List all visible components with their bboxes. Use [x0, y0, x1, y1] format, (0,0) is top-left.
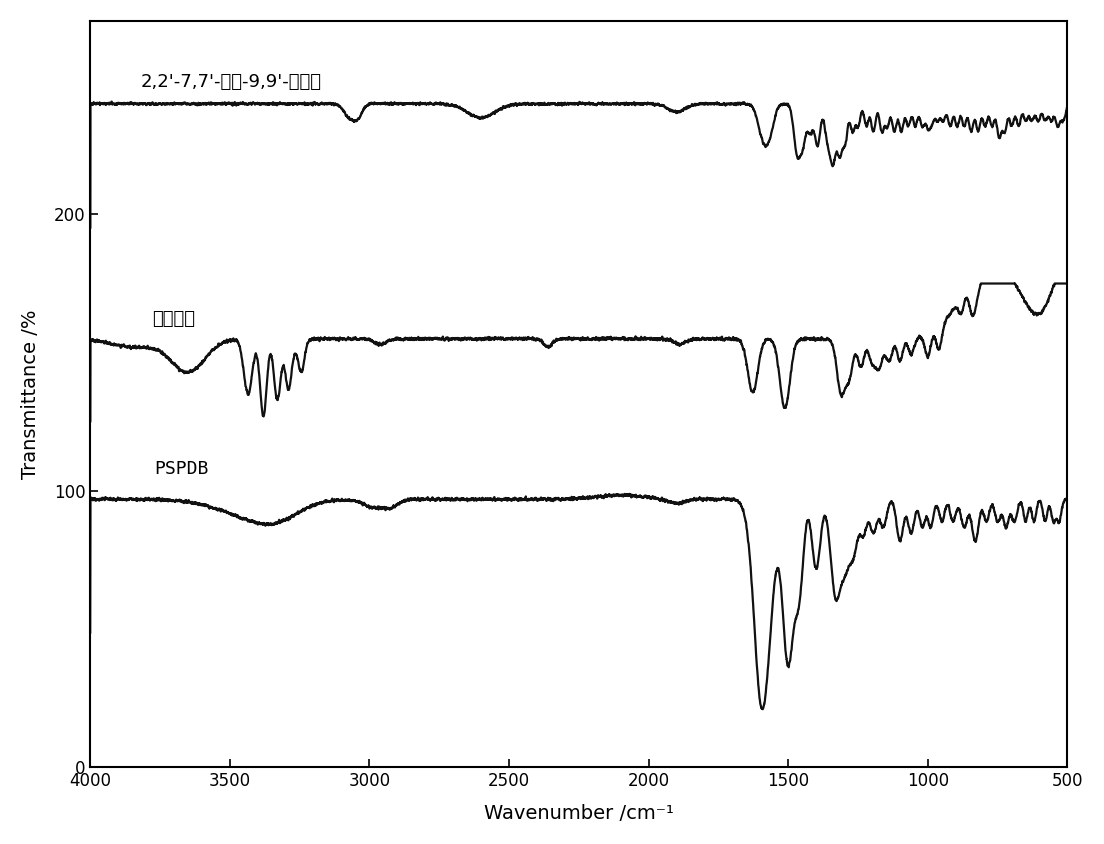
Text: PSPDB: PSPDB: [155, 460, 209, 478]
Y-axis label: Transmittance /%: Transmittance /%: [21, 310, 40, 479]
Text: 2,2'-7,7'-四溃-9,9'-螺二茩: 2,2'-7,7'-四溃-9,9'-螺二茩: [140, 73, 321, 90]
X-axis label: Wavenumber /cm⁻¹: Wavenumber /cm⁻¹: [484, 804, 673, 823]
Text: 对苯二胺: 对苯二胺: [151, 311, 194, 328]
